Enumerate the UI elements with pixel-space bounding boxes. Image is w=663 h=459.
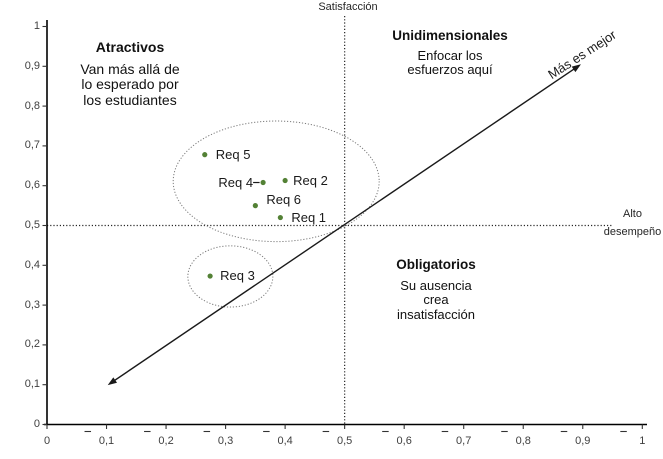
data-point-req-3: [207, 273, 213, 279]
quadrant-mandatory-text: crea: [423, 292, 449, 307]
point-label-req-6: Req 6: [266, 191, 302, 207]
data-point-req-5: [202, 152, 208, 158]
arrow-head-top: [571, 64, 581, 73]
more-is-better-arrow: [112, 67, 577, 383]
quadrant-attractive-text: Van más allá de: [80, 60, 180, 77]
x-tick-label: 1: [639, 435, 646, 447]
point-label-req-4: Req 4: [218, 174, 254, 190]
quadrant-unidimensional-title: Unidimensionales: [392, 28, 508, 43]
x-tick-label: 0,7: [456, 435, 472, 447]
quadrant-attractive-text: lo esperado por: [81, 76, 179, 92]
quadrant-attractive-title: Atractivos: [95, 39, 165, 55]
y-tick-label: 0: [33, 418, 40, 430]
quadrant-mandatory-text: Su ausencia: [400, 277, 472, 293]
point-label-req-3: Req 3: [220, 268, 255, 284]
y-tick-label: 0,1: [24, 378, 40, 391]
x-tick-label: 0,4: [277, 435, 293, 447]
y-tick-label: 0,3: [24, 298, 40, 311]
arrow-head-bottom: [107, 377, 118, 386]
satisfaction-axis-label: Satisfacción: [318, 1, 378, 13]
data-point-req-4: [260, 179, 266, 186]
y-tick-label: 0,6: [24, 179, 40, 192]
y-tick-label: 0,7: [24, 139, 40, 152]
quadrant-unidimensional-text: esfuerzos aquí: [407, 62, 493, 77]
x-tick-label: 0,3: [217, 435, 234, 447]
cluster-ellipse-1: [172, 120, 380, 243]
quadrant-attractive: Atractivos Van más allá de lo esperado p…: [40, 39, 220, 108]
quadrant-mandatory: Obligatorios Su ausencia crea insatisfac…: [346, 257, 526, 322]
point-label-req-1: Req 1: [291, 209, 327, 225]
high-performance-label-line2: desempeño: [603, 226, 662, 238]
high-performance-label-line1: Alto: [623, 208, 642, 220]
y-tick-label: 0,4: [24, 258, 40, 271]
x-tick-label: 0,1: [98, 435, 115, 447]
point-label-req-5: Req 5: [215, 146, 251, 162]
x-tick-label: 0,8: [515, 435, 531, 447]
y-tick-label: 0,5: [24, 219, 40, 231]
y-tick-label: 0,2: [24, 338, 40, 351]
x-tick-label: 0,2: [158, 435, 174, 447]
quadrant-attractive-text: los estudiantes: [83, 91, 177, 108]
quadrant-mandatory-title: Obligatorios: [396, 257, 476, 272]
y-tick-label: 0,9: [24, 59, 40, 72]
cluster-ellipse-2: [187, 245, 274, 308]
quadrant-mandatory-text: insatisfacción: [396, 306, 476, 322]
x-tick-label: 0,9: [575, 435, 591, 447]
data-point-req-1: [277, 214, 283, 221]
x-tick-label: 0,6: [396, 435, 412, 447]
quadrant-unidimensional-text: Enfocar los: [417, 47, 483, 63]
y-tick-label: 1: [33, 20, 40, 32]
y-tick-label: 0,8: [24, 99, 40, 112]
point-label-req-2: Req 2: [293, 172, 328, 188]
data-point-req-2: [282, 177, 288, 184]
x-tick-label: 0: [43, 435, 51, 447]
data-point-req-6: [252, 203, 258, 209]
x-tick-label: 0,5: [336, 435, 353, 447]
quadrant-unidimensional: Unidimensionales Enfocar los esfuerzos a…: [360, 28, 540, 78]
